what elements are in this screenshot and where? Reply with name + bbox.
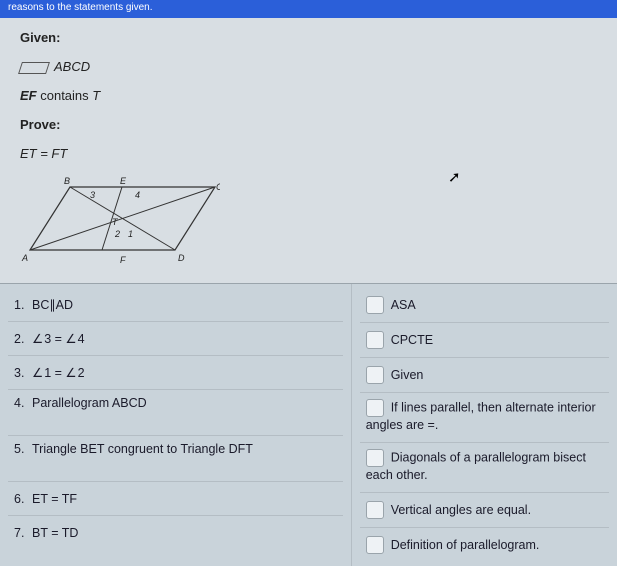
reason-text: Given	[391, 368, 424, 382]
svg-text:1: 1	[128, 229, 133, 239]
problem-content: Given: ABCD EF contains T Prove: ET = FT…	[0, 18, 617, 273]
reason-checkbox[interactable]	[366, 399, 384, 417]
reason-row: If lines parallel, then alternate interi…	[360, 393, 609, 443]
reason-text: If lines parallel, then alternate interi…	[366, 400, 596, 432]
statement-text: ET = TF	[32, 492, 77, 506]
statement-row: 5.Triangle BET congruent to Triangle DFT	[8, 436, 343, 482]
reason-text: Diagonals of a parallelogram bisect each…	[366, 450, 586, 482]
reason-checkbox[interactable]	[366, 536, 384, 554]
statement-row: 2.3 = 4	[8, 322, 343, 356]
statement-text: 3 = 4	[32, 331, 85, 346]
statement-row: 1.BC∥AD	[8, 288, 343, 322]
statement-text: Triangle BET congruent to Triangle DFT	[32, 442, 253, 456]
statement-text: Parallelogram ABCD	[32, 396, 147, 410]
statement-row: 3.1 = 2	[8, 356, 343, 390]
statement-number: 1.	[14, 298, 32, 312]
statement-text: BT = TD	[32, 526, 78, 540]
reason-checkbox[interactable]	[366, 366, 384, 384]
statement-number: 5.	[14, 442, 32, 456]
given-ef-contains-t: EF contains T	[20, 88, 597, 103]
proof-table: 1.BC∥AD2.3 = 43.1 = 24.Parallelogram ABC…	[0, 283, 617, 566]
given-2a: EF	[20, 88, 37, 103]
statement-row: 4.Parallelogram ABCD	[8, 390, 343, 436]
svg-text:E: E	[120, 176, 127, 186]
reason-row: Diagonals of a parallelogram bisect each…	[360, 443, 609, 493]
given-2b: contains	[37, 88, 93, 103]
svg-text:A: A	[21, 253, 28, 263]
reason-content: Diagonals of a parallelogram bisect each…	[366, 449, 603, 484]
geometry-diagram: A B C D E F T12 3 4	[20, 175, 597, 273]
svg-text:F: F	[120, 255, 126, 265]
statement-text: BC∥AD	[32, 297, 73, 312]
svg-text:T: T	[112, 217, 119, 227]
given-2c: T	[92, 88, 100, 103]
reason-text: CPCTE	[391, 333, 433, 347]
statement-number: 6.	[14, 492, 32, 506]
statement-number: 3.	[14, 366, 32, 380]
statements-column: 1.BC∥AD2.3 = 43.1 = 24.Parallelogram ABC…	[0, 284, 352, 566]
reason-text: Vertical angles are equal.	[391, 503, 531, 517]
reason-checkbox[interactable]	[366, 501, 384, 519]
reason-row: Given	[360, 358, 609, 393]
reason-checkbox[interactable]	[366, 449, 384, 467]
reason-checkbox[interactable]	[366, 296, 384, 314]
statement-number: 4.	[14, 396, 32, 410]
svg-text:B: B	[64, 176, 70, 186]
given-abcd: ABCD	[20, 59, 597, 74]
reason-text: ASA	[391, 298, 416, 312]
statement-row: 6.ET = TF	[8, 482, 343, 516]
reason-text: Definition of parallelogram.	[391, 538, 540, 552]
reasons-column: ASA CPCTE Given If lines parallel, then alt…	[352, 284, 617, 566]
given-label: Given:	[20, 30, 597, 45]
reason-row: Definition of parallelogram.	[360, 528, 609, 562]
reason-row: CPCTE	[360, 323, 609, 358]
svg-text:C: C	[216, 182, 220, 192]
statement-row: 7.BT = TD	[8, 516, 343, 550]
svg-text:2: 2	[114, 229, 120, 239]
reason-row: ASA	[360, 288, 609, 323]
header-text: reasons to the statements given.	[8, 2, 153, 13]
reason-content: If lines parallel, then alternate interi…	[366, 399, 603, 434]
diagram-svg: A B C D E F T12 3 4	[20, 175, 220, 270]
parallelogram-icon	[18, 62, 50, 74]
header-bar: reasons to the statements given.	[0, 0, 617, 18]
prove-statement: ET = FT	[20, 146, 597, 161]
reason-row: Vertical angles are equal.	[360, 493, 609, 528]
svg-text:3: 3	[90, 190, 95, 200]
statement-number: 2.	[14, 332, 32, 346]
statement-text: 1 = 2	[32, 365, 85, 380]
prove-label: Prove:	[20, 117, 597, 132]
given-1-text: ABCD	[54, 59, 90, 74]
svg-text:4: 4	[135, 190, 140, 200]
reason-checkbox[interactable]	[366, 331, 384, 349]
svg-text:D: D	[178, 253, 185, 263]
statement-number: 7.	[14, 526, 32, 540]
